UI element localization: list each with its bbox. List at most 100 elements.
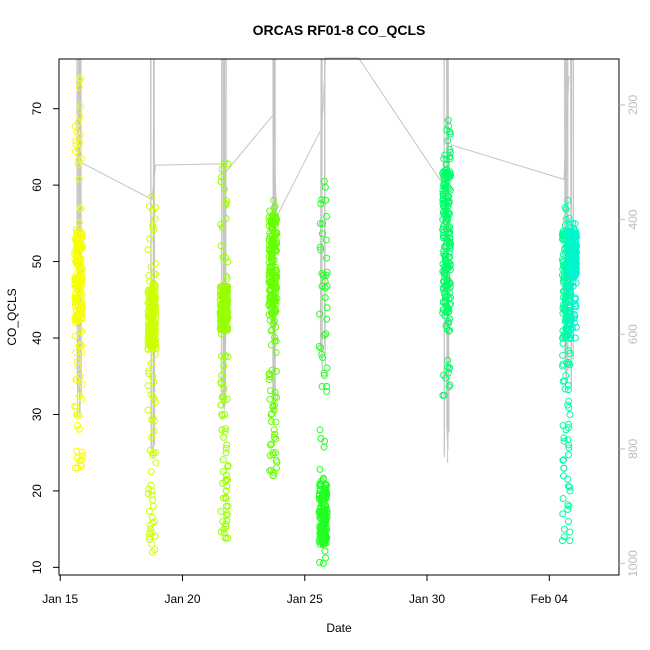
data-point-rf02 (149, 318, 157, 326)
data-point-rf06 (440, 371, 448, 379)
data-point-rf02 (147, 307, 155, 315)
data-point-rf03 (223, 316, 231, 324)
data-point-rf01 (73, 231, 81, 239)
data-point-rf04 (267, 267, 275, 275)
data-point-rf06 (444, 356, 452, 364)
data-point-rf01 (76, 139, 84, 147)
data-point-rf05 (322, 271, 330, 279)
data-point-rf03 (218, 165, 226, 173)
data-point-rf01 (76, 74, 84, 82)
data-point-rf07 (559, 301, 567, 309)
data-point-rf03 (222, 449, 230, 457)
y-axis-label: CO_QCLS (5, 288, 19, 345)
pressure-profile-line (79, 58, 81, 388)
data-point-rf03 (217, 178, 225, 186)
data-point-rf06 (443, 165, 451, 173)
data-point-rf02 (146, 287, 154, 295)
data-point-rf01 (71, 301, 79, 309)
data-point-rf01 (73, 376, 81, 384)
data-point-rf07 (566, 537, 574, 545)
plot-region (71, 57, 581, 568)
data-point-rf04 (271, 393, 279, 401)
data-point-rf04 (266, 232, 274, 240)
data-point-rf04 (269, 448, 277, 456)
data-point-rf05 (319, 353, 327, 361)
data-point-rf04 (271, 286, 279, 294)
data-points (71, 74, 581, 568)
data-point-rf06 (440, 278, 448, 286)
data-point-rf07 (564, 196, 572, 204)
data-point-rf05 (320, 177, 328, 185)
data-point-rf03 (221, 284, 229, 292)
data-point-rf02 (145, 507, 153, 515)
data-point-rf02 (150, 427, 158, 435)
data-point-rf07 (564, 451, 572, 459)
data-point-rf08 (572, 323, 580, 331)
data-point-rf02 (151, 517, 159, 525)
data-point-rf06 (444, 369, 452, 377)
x-tick-label: Feb 04 (531, 592, 569, 606)
data-point-rf03 (220, 525, 228, 533)
data-point-rf07 (564, 347, 572, 355)
data-point-rf08 (567, 235, 575, 243)
data-point-rf05 (323, 387, 331, 395)
data-point-rf02 (151, 260, 159, 268)
data-point-rf07 (559, 377, 567, 385)
data-point-rf03 (218, 410, 226, 418)
data-point-rf05 (323, 488, 331, 496)
data-point-rf02 (148, 487, 156, 495)
data-point-rf02 (145, 332, 153, 340)
data-point-rf08 (565, 258, 573, 266)
data-point-rf02 (146, 235, 154, 243)
data-point-rf01 (73, 247, 81, 255)
data-point-rf04 (273, 284, 281, 292)
data-point-rf08 (565, 298, 573, 306)
data-point-rf08 (565, 283, 573, 291)
data-point-rf08 (569, 219, 577, 227)
data-point-rf01 (78, 155, 86, 163)
data-point-rf04 (267, 440, 275, 448)
data-point-rf06 (446, 228, 454, 236)
data-point-rf06 (444, 308, 452, 316)
data-point-rf01 (74, 317, 82, 325)
data-point-rf03 (217, 507, 225, 515)
data-point-rf01 (71, 147, 79, 155)
data-point-rf08 (566, 248, 574, 256)
data-point-rf04 (269, 211, 277, 219)
data-point-rf01 (72, 316, 80, 324)
y-tick-label: 10 (30, 560, 44, 574)
data-point-rf05 (315, 343, 323, 351)
data-point-rf04 (271, 430, 279, 438)
data-point-rf05 (320, 443, 328, 451)
data-point-rf05 (323, 212, 331, 220)
data-point-rf07 (566, 487, 574, 495)
data-point-rf07 (565, 214, 573, 222)
data-point-rf06 (444, 262, 452, 270)
data-point-rf04 (267, 341, 275, 349)
data-point-rf06 (446, 381, 454, 389)
data-point-rf06 (443, 265, 451, 273)
data-point-rf05 (317, 504, 325, 512)
data-point-rf03 (224, 258, 232, 266)
y-axis: 10 20 30 40 50 60 70 (30, 102, 59, 574)
data-point-rf05 (317, 435, 325, 443)
data-point-rf03 (218, 426, 226, 434)
data-point-rf06 (439, 391, 447, 399)
data-point-rf08 (566, 287, 574, 295)
data-point-rf06 (441, 270, 449, 278)
data-point-rf01 (72, 297, 80, 305)
data-point-rf06 (440, 175, 448, 183)
data-point-rf07 (560, 434, 568, 442)
data-point-rf07 (559, 351, 567, 359)
data-point-rf01 (78, 456, 86, 464)
data-point-rf03 (222, 201, 230, 209)
data-point-rf04 (272, 228, 280, 236)
data-point-rf03 (221, 158, 229, 166)
data-point-rf07 (564, 475, 572, 483)
data-point-rf01 (73, 242, 81, 250)
data-point-rf01 (78, 448, 86, 456)
data-point-rf05 (319, 220, 327, 228)
data-point-rf03 (222, 304, 230, 312)
data-point-rf03 (222, 471, 230, 479)
data-point-rf06 (443, 197, 451, 205)
